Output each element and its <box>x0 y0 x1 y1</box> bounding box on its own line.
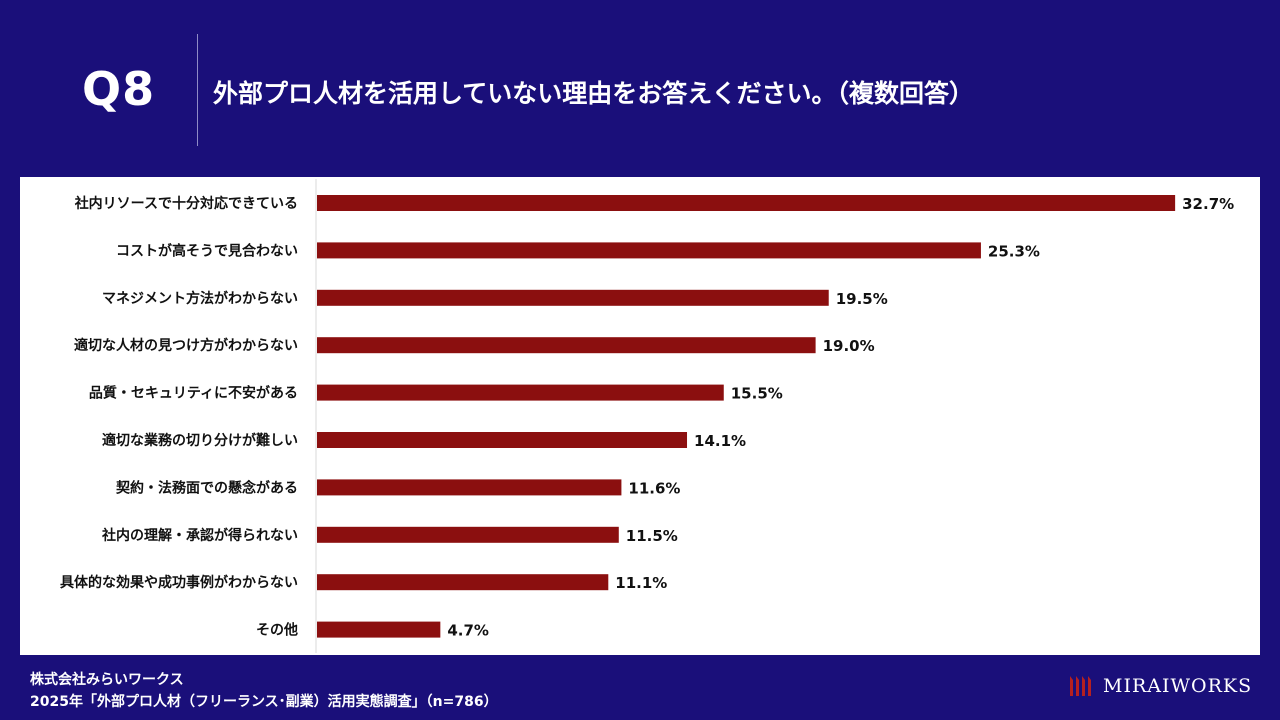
category-label: 契約・法務面での懸念がある <box>115 479 298 496</box>
bar <box>317 242 981 259</box>
value-label: 19.5% <box>836 290 888 308</box>
category-label: マネジメント方法がわからない <box>102 290 298 307</box>
question-title: 外部プロ人材を活用していない理由をお答えください。（複数回答） <box>213 79 975 108</box>
chart-panel: 社内リソースで十分対応できている 32.7% コストが高そうで見合わない 25.3% マ… <box>20 177 1260 655</box>
value-label: 25.3% <box>988 242 1040 260</box>
category-label: 社内の理解・承認が得られない <box>101 527 298 544</box>
category-label: 適切な業務の切り分けが難しい <box>102 432 298 449</box>
miraiworks-logo: MIRAIWORKS <box>1068 674 1252 698</box>
bar <box>317 621 441 638</box>
value-label: 14.1% <box>694 432 746 450</box>
logo-text: MIRAIWORKS <box>1103 675 1253 697</box>
question-number: Q8 <box>82 62 156 116</box>
title-divider <box>197 34 198 146</box>
category-label: コストが高そうで見合わない <box>116 242 298 259</box>
bar <box>317 384 724 401</box>
bar <box>317 337 816 354</box>
value-label: 11.5% <box>626 527 678 545</box>
logo-mark-icon <box>1070 676 1091 696</box>
category-label: 適切な人材の見つけ方がわからない <box>74 337 298 354</box>
category-label: 社内リソースで十分対応できている <box>74 195 298 212</box>
bar <box>317 432 688 448</box>
footer-company: 株式会社みらいワークス <box>30 672 184 688</box>
value-label: 11.1% <box>615 574 667 592</box>
bar <box>317 195 1176 211</box>
category-label: 具体的な効果や成功事例がわからない <box>59 574 298 591</box>
value-label: 11.6% <box>628 479 680 497</box>
chart-svg: 社内リソースで十分対応できている 32.7% コストが高そうで見合わない 25.3% マ… <box>59 179 1234 653</box>
footer-source: 2025年「外部プロ人材（フリーランス･副業）活用実態調査」（n=786） <box>30 694 498 710</box>
bar <box>317 289 829 306</box>
value-label: 32.7% <box>1182 195 1234 213</box>
value-label: 15.5% <box>731 385 783 403</box>
category-label: 品質・セキュリティに不安がある <box>89 385 298 402</box>
value-label: 4.7% <box>447 622 489 640</box>
bar <box>317 574 609 591</box>
bar <box>317 479 622 496</box>
value-label: 19.0% <box>823 337 875 355</box>
category-label: その他 <box>256 622 298 639</box>
bar-chart: 社内リソースで十分対応できている 32.7% コストが高そうで見合わない 25.3% マ… <box>20 177 1260 655</box>
bar <box>317 526 619 543</box>
